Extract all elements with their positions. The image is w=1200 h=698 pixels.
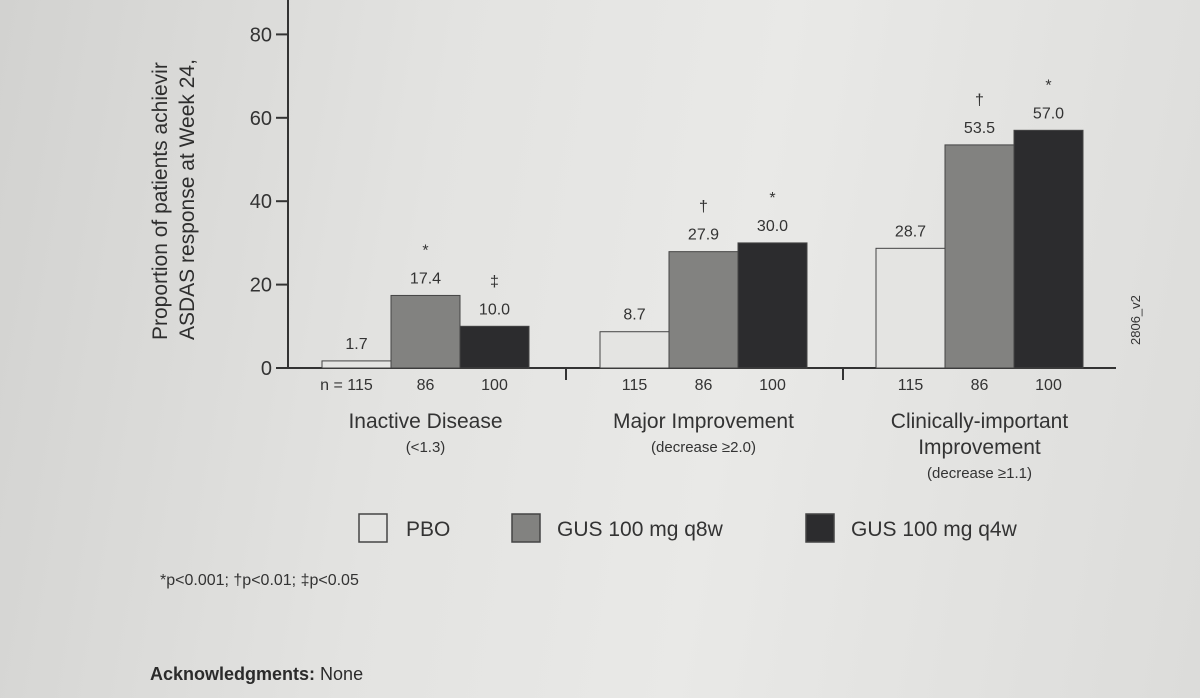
legend-swatch [511,513,541,543]
significance-marker: * [422,242,428,259]
category-label: Clinically-important [891,410,1069,433]
y-tick-label: 40 [250,191,272,213]
footnote: *p<0.001; †p<0.01; ‡p<0.05 [160,572,359,589]
category-sublabel: (<1.3) [406,439,446,456]
legend-swatch [358,513,388,543]
y-tick-label: 0 [261,358,272,380]
bar [1013,129,1084,369]
acknowledgments: Acknowledgments: None [150,664,363,685]
legend-swatch [805,513,835,543]
bar [944,144,1015,369]
data-label: 27.9 [688,227,719,244]
legend-label: PBO [406,518,450,541]
bar [737,242,808,369]
acknowledgments-label: Acknowledgments: [150,664,316,684]
sample-size-label: 115 [622,377,648,394]
bar [390,294,461,369]
sample-size-label: 100 [481,377,508,394]
category-label: Improvement [918,436,1041,459]
data-label: 28.7 [895,223,926,240]
bar [875,247,946,369]
significance-marker: * [1045,77,1051,94]
significance-marker: † [975,92,984,109]
sample-size-label: 100 [759,377,786,394]
sample-size-label: 100 [1035,377,1062,394]
data-label: 10.0 [479,301,510,318]
legend-label: GUS 100 mg q8w [557,518,724,541]
significance-marker: * [769,190,775,207]
data-label: 53.5 [964,120,995,137]
bar [668,251,739,369]
category-sublabel: (decrease ≥1.1) [927,465,1032,482]
category-label: Major Improvement [613,410,794,433]
data-label: 30.0 [757,218,788,235]
bar [459,325,530,369]
sample-size-label: n = 115 [320,377,373,394]
bar [599,331,670,369]
category-sublabel: (decrease ≥2.0) [651,439,756,456]
category-label: Inactive Disease [348,410,502,433]
acknowledgments-text: None [320,664,364,684]
sample-size-label: 86 [417,377,435,394]
figure-code: 2806_v2 [1128,295,1143,345]
sample-size-label: 115 [898,377,924,394]
legend-label: GUS 100 mg q4w [851,518,1018,541]
data-label: 57.0 [1033,105,1064,122]
y-tick-label: 80 [250,24,272,46]
significance-marker: † [699,199,708,216]
data-label: 17.4 [410,270,441,287]
data-label: 8.7 [623,307,645,324]
bar [321,360,392,369]
y-tick-label: 60 [250,108,272,130]
y-axis-label-line-2: ASDAS response at Week 24, [176,59,199,340]
y-tick-label: 20 [250,275,272,297]
sample-size-label: 86 [971,377,989,394]
y-axis-label-line-1: Proportion of patients achievir [149,62,172,340]
sample-size-label: 86 [695,377,713,394]
data-label: 1.7 [345,336,367,353]
significance-marker: ‡ [490,273,499,290]
